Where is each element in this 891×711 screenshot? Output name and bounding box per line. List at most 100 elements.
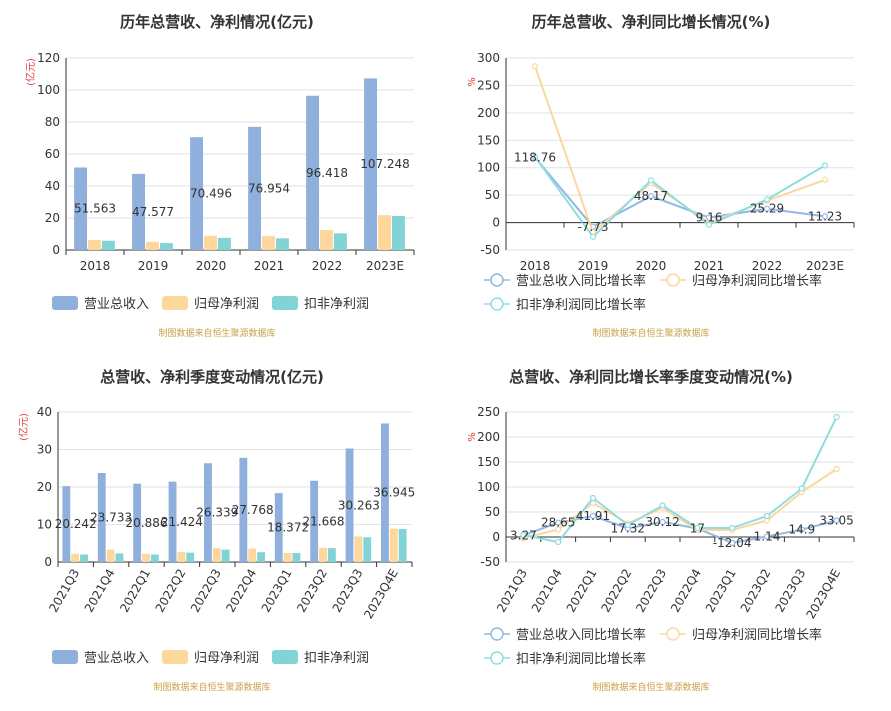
bar	[133, 483, 142, 562]
bar	[101, 240, 115, 250]
y-tick-label: 100	[477, 480, 500, 494]
bar	[88, 240, 101, 250]
y-tick-label: 100	[37, 83, 60, 97]
x-tick-label: 2021Q3	[46, 567, 82, 615]
y-tick-label: 150	[477, 455, 500, 469]
x-tick-label: 2023Q4E	[803, 567, 843, 622]
bar	[204, 235, 217, 250]
bar	[168, 481, 177, 562]
x-tick-label: 2022Q1	[564, 567, 600, 615]
point-value-label: -12.04	[713, 536, 752, 550]
line-point	[833, 465, 840, 473]
chart-title: 历年总营收、净利同比增长情况(%)	[532, 13, 771, 31]
point-value-label: 33.05	[819, 513, 853, 527]
unit-label: %	[467, 77, 478, 87]
line-point	[647, 193, 655, 200]
bar	[159, 243, 173, 250]
series-line	[534, 156, 826, 239]
source-note: 制图数据来自恒生聚源数据库	[592, 681, 709, 693]
y-tick-label: 200	[477, 430, 500, 444]
x-tick-label: 2020	[636, 259, 667, 273]
legend: 营业总收入 归母净利润 扣非净利润	[52, 296, 369, 312]
bar	[186, 552, 195, 562]
legend-marker-icon	[490, 273, 504, 287]
line-point	[798, 526, 805, 533]
bar-value-label: 47.577	[132, 205, 174, 219]
bar-value-label: 96.418	[306, 166, 348, 180]
legend-marker-icon	[490, 651, 504, 665]
bar	[257, 552, 265, 562]
legend-swatch-icon	[162, 650, 188, 664]
x-tick-label: 2019	[138, 259, 169, 273]
bar	[74, 167, 88, 250]
bar-value-label: 26.339	[196, 506, 238, 520]
x-tick-label: 2021Q4	[82, 567, 118, 615]
x-tick-label: 2022	[312, 259, 343, 273]
bar	[345, 448, 354, 562]
x-tick-label: 2022	[752, 259, 783, 273]
bar-value-label: 30.263	[338, 498, 380, 512]
x-tick-label: 2023Q1	[259, 567, 295, 615]
series-line	[523, 416, 838, 544]
legend-label: 营业总收入	[84, 297, 149, 312]
legend-swatch-icon	[52, 296, 78, 310]
legend: 营业总收入 归母净利润 扣非净利润	[52, 650, 369, 666]
bar	[310, 480, 319, 562]
unit-label: %	[467, 432, 478, 442]
line-point	[589, 233, 597, 240]
x-tick-label: 2020	[196, 259, 227, 273]
series-line	[523, 468, 838, 539]
y-tick-label: 80	[45, 115, 60, 129]
point-value-label: 48.17	[634, 189, 668, 203]
y-tick-label: 150	[477, 133, 500, 147]
bar-value-label: 76.954	[248, 181, 290, 195]
bar	[221, 549, 230, 562]
point-value-label: 3.27	[510, 528, 537, 542]
line-point	[659, 518, 666, 526]
bar	[327, 548, 336, 562]
legend-label: 营业总收入	[84, 651, 149, 666]
bar-value-label: 21.668	[303, 514, 345, 528]
point-value-label: 17	[690, 522, 705, 536]
legend-label: 扣非净利润同比增长率	[516, 297, 646, 313]
legend-label: 扣非净利润	[304, 651, 369, 666]
legend-label: 归母净利润同比增长率	[692, 273, 822, 289]
y-tick-label: 30	[37, 443, 52, 457]
x-tick-label: 2023Q3	[772, 567, 808, 615]
bar	[115, 553, 124, 562]
bar-value-label: 27.768	[232, 503, 274, 517]
bar	[378, 215, 391, 250]
legend-marker-icon	[490, 297, 504, 311]
x-tick-label: 2021	[254, 259, 285, 273]
x-tick-label: 2023E	[366, 259, 404, 273]
x-tick-label: 2023Q2	[294, 567, 330, 615]
x-tick-label: 2022Q2	[153, 567, 189, 615]
bar-value-label: 18.372	[267, 521, 309, 535]
y-tick-label: 50	[485, 505, 500, 519]
series-line	[534, 156, 826, 229]
bar	[62, 486, 71, 562]
line-point	[763, 533, 771, 540]
line-point	[763, 196, 771, 203]
point-value-label: 11.23	[808, 209, 842, 223]
bar	[292, 553, 301, 562]
y-tick-label: -50	[480, 555, 500, 569]
bar	[262, 236, 275, 250]
line-point	[531, 153, 539, 160]
legend-label: 扣非净利润同比增长率	[516, 651, 646, 667]
chart-quarterly-growth: 总营收、净利同比增长率季度变动情况(%)% -50 0 50 100 150 200 250 2…	[467, 368, 855, 693]
y-tick-label: 0	[52, 243, 60, 257]
legend-label: 扣非净利润	[304, 297, 369, 312]
bar	[275, 238, 289, 250]
legend-swatch-icon	[162, 296, 188, 310]
y-tick-label: 50	[485, 188, 500, 202]
line-point	[798, 485, 805, 492]
line-point	[705, 221, 713, 228]
bar	[150, 554, 159, 562]
line-point	[821, 213, 829, 220]
bar	[333, 233, 347, 250]
x-tick-label: 2023E	[806, 259, 844, 273]
point-value-label: 41.91	[576, 509, 610, 523]
